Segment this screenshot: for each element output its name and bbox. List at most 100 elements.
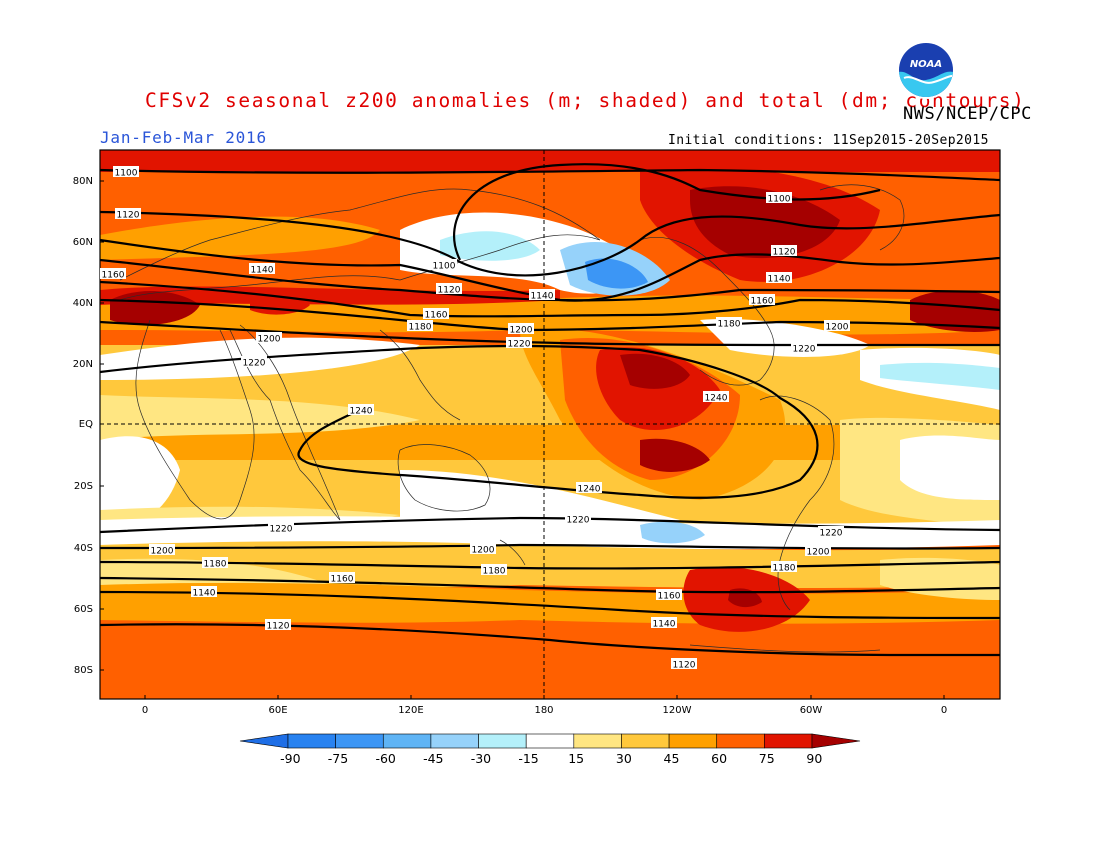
colorbar-label: 45 (664, 751, 680, 766)
contour-label: 1220 (791, 342, 817, 355)
colorbar-label: -45 (423, 751, 443, 766)
contour-label-text: 1160 (331, 575, 354, 585)
contour-label-box (749, 294, 775, 305)
contour-label: 1120 (265, 619, 291, 632)
contour-label-box (791, 342, 817, 353)
contour-label-box (407, 320, 433, 331)
colorbar-label: -90 (280, 751, 300, 766)
contour-label-box (565, 513, 591, 524)
contour-label: 1140 (766, 272, 792, 285)
contour-label-box (703, 391, 729, 402)
contour-label-text: 1200 (151, 547, 174, 557)
contour-label-text: 1180 (409, 323, 432, 333)
contour-label-text: 1180 (483, 567, 506, 577)
contour-label: 1120 (115, 208, 141, 221)
contour-label-text: 1200 (258, 335, 281, 345)
contour-label: 1240 (703, 391, 729, 404)
contour-label: 1160 (423, 308, 449, 321)
contour-label-text: 1120 (267, 622, 290, 632)
contour-label: 1160 (749, 294, 775, 307)
contour-label: 1240 (576, 482, 602, 495)
lon-label: 120E (398, 705, 423, 716)
contour-label-text: 1200 (826, 323, 849, 333)
colorbar-arrow-right (811, 733, 861, 749)
lon-label: 0 (941, 705, 947, 716)
contour-label-text: 1200 (510, 326, 533, 336)
contour-labels: 1100 1100 1120 1120 1120 1140 1140 1140 1100 1160… (100, 166, 850, 671)
contour-label: 1200 (470, 543, 496, 556)
contour-label-text: 1120 (673, 661, 696, 671)
contour-label: 1180 (716, 317, 742, 330)
colorbar-swatch (525, 733, 575, 749)
colorbar-label: -60 (375, 751, 395, 766)
contour-label: 1140 (191, 586, 217, 599)
contour-label: 1140 (249, 263, 275, 276)
colorbar: -90 -75 -60 -45 -30 -15 15 30 45 60 75 90 (239, 733, 861, 766)
lat-label-20n: 20N (73, 359, 93, 370)
contour-label-box (651, 617, 677, 628)
lon-label: 0 (142, 705, 148, 716)
colorbar-swatch (621, 733, 670, 749)
contour-label-text: 1140 (653, 620, 676, 630)
contour-label: 1200 (149, 544, 175, 557)
contour-label-box (805, 545, 831, 556)
contour-label: 1100 (431, 259, 457, 272)
contour-label: 1200 (508, 323, 534, 336)
colorbar-label: 15 (568, 751, 584, 766)
lat-label-80n: 80N (73, 176, 93, 187)
colorbar-label: -75 (328, 751, 348, 766)
contour-label-text: 1160 (658, 592, 681, 602)
colorbar-swatch (382, 733, 432, 749)
contour-label-box (202, 557, 228, 568)
latitude-labels: 80N 60N 40N 20N EQ 20S 40S 60S 80S (73, 176, 104, 676)
contour-label-box (506, 337, 532, 348)
agency-label: NWS/NCEP/CPC (903, 104, 1032, 124)
contour-label-box (656, 589, 682, 600)
contour-label: 1120 (771, 245, 797, 258)
colorbar-label: -30 (471, 751, 491, 766)
contour-label-text: 1180 (204, 560, 227, 570)
colorbar-swatch (430, 733, 479, 749)
contour-label-box (771, 245, 797, 256)
contour-label: 1160 (656, 589, 682, 602)
contour-label-box (436, 283, 462, 294)
forecast-period: Jan-Feb-Mar 2016 (100, 128, 267, 147)
contour-label-text: 1220 (567, 516, 590, 526)
lon-label: 60W (800, 705, 823, 716)
contour-label-text: 1200 (472, 546, 495, 556)
contour-label-text: 1100 (768, 195, 791, 205)
lat-label-40n: 40N (73, 298, 93, 309)
chart-title: CFSv2 seasonal z200 anomalies (m; shaded… (145, 89, 1026, 112)
colorbar-swatch (478, 733, 527, 749)
contour-label: 1220 (565, 513, 591, 526)
colorbar-label: 30 (616, 751, 632, 766)
longitude-labels: 0 60E 120E 180 120W 60W 0 (142, 695, 947, 716)
lat-label-40s: 40S (74, 543, 93, 554)
contour-label-text: 1100 (433, 262, 456, 272)
contour-label: 1220 (241, 356, 267, 369)
contour-label: 1180 (771, 561, 797, 574)
contour-label-box (824, 320, 850, 331)
contour-label-text: 1160 (751, 297, 774, 307)
contour-label-box (265, 619, 291, 630)
contour-label: 1140 (651, 617, 677, 630)
contour-label-text: 1220 (793, 345, 816, 355)
contour-label: 1200 (805, 545, 831, 558)
lat-label-20s: 20S (74, 481, 93, 492)
contour-label: 1120 (671, 658, 697, 671)
contour-label-text: 1180 (718, 320, 741, 330)
lon-label: 120W (663, 705, 692, 716)
contour-label-text: 1120 (117, 211, 140, 221)
logo-text: NOAA (910, 59, 942, 70)
contour-label-box (268, 522, 294, 533)
contour-label-box (470, 543, 496, 554)
contour-label-text: 1120 (773, 248, 796, 258)
contour-label-text: 1160 (425, 311, 448, 321)
contour-label-text: 1120 (438, 286, 461, 296)
lat-label-eq: EQ (79, 419, 93, 430)
contour-label: 1100 (113, 166, 139, 179)
contour-label-box (766, 192, 792, 203)
contour-label: 1160 (329, 572, 355, 585)
contour-label-box (716, 317, 742, 328)
